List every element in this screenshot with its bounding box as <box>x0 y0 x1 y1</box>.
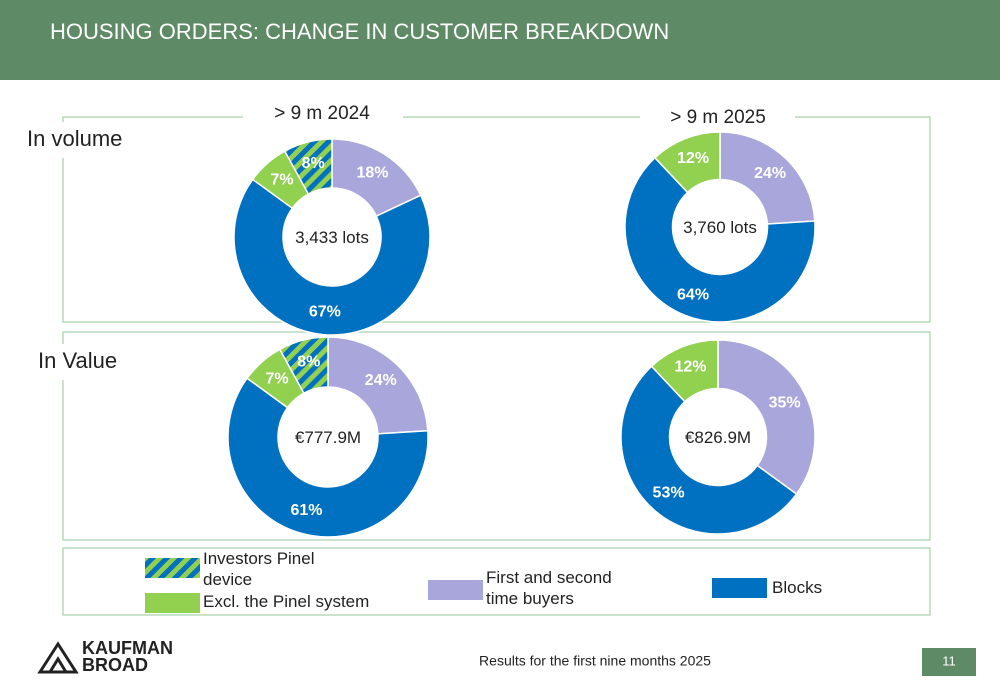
center-label: 3,433 lots <box>295 227 369 247</box>
legend-label: First and second time buyers <box>486 568 612 608</box>
donut-segment <box>227 377 429 538</box>
header-band <box>0 0 1000 80</box>
legend-swatch <box>428 580 483 600</box>
legend-swatch <box>145 558 200 578</box>
value-label: 64% <box>677 286 709 303</box>
donut-segment <box>278 336 329 395</box>
donut-segment <box>653 131 721 194</box>
value-frame <box>62 331 931 541</box>
value-label: 7% <box>271 172 294 189</box>
row-label: In Value <box>38 348 117 373</box>
column-label: > 9 m 2024 <box>274 103 370 124</box>
legend-label: Blocks <box>772 578 823 597</box>
legend-swatch <box>145 593 200 613</box>
value-label: 7% <box>266 370 289 387</box>
value-label: 18% <box>356 164 388 181</box>
legend-frame <box>62 547 931 616</box>
value-label: 53% <box>653 484 685 501</box>
label-gap <box>25 344 145 380</box>
page-number-box <box>922 648 976 676</box>
value-label: 67% <box>309 303 341 320</box>
value-label: 8% <box>297 354 320 371</box>
value-label: 61% <box>291 502 323 519</box>
donut-segment <box>327 336 429 435</box>
donut-segment <box>719 131 816 225</box>
column-label: > 9 m 2025 <box>670 107 766 128</box>
donut-segment <box>283 138 333 196</box>
volume-frame <box>62 116 931 323</box>
value-label: 35% <box>769 394 801 411</box>
legend-swatch <box>712 578 767 598</box>
legend-label: Excl. the Pinel system <box>203 592 370 611</box>
slide-title: HOUSING ORDERS: CHANGE IN CUSTOMER BREAK… <box>50 19 669 44</box>
value-label: 8% <box>302 155 325 172</box>
center-label: €826.9M <box>684 427 752 447</box>
donut-segment <box>624 156 816 323</box>
donut-segment <box>717 339 816 496</box>
label-gap <box>15 122 155 158</box>
donut-segment <box>620 365 798 535</box>
logo-icon <box>37 641 79 674</box>
page-number: 11 <box>942 653 956 668</box>
label-gap <box>640 104 795 134</box>
logo-text: KAUFMAN BROAD <box>82 638 173 675</box>
footer-text: Results for the first nine months 2025 <box>479 653 711 669</box>
center-label: 3,760 lots <box>683 217 757 237</box>
center-label: €777.9M <box>294 427 362 447</box>
donut-segment <box>650 339 719 403</box>
legend-label: Investors Pinel device <box>203 549 315 589</box>
donut-segment <box>233 178 431 336</box>
value-label: 12% <box>677 150 709 167</box>
label-gap <box>243 100 403 130</box>
value-label: 24% <box>754 165 786 182</box>
row-label: In volume <box>27 126 122 151</box>
value-label: 24% <box>365 372 397 389</box>
value-label: 12% <box>674 359 706 376</box>
